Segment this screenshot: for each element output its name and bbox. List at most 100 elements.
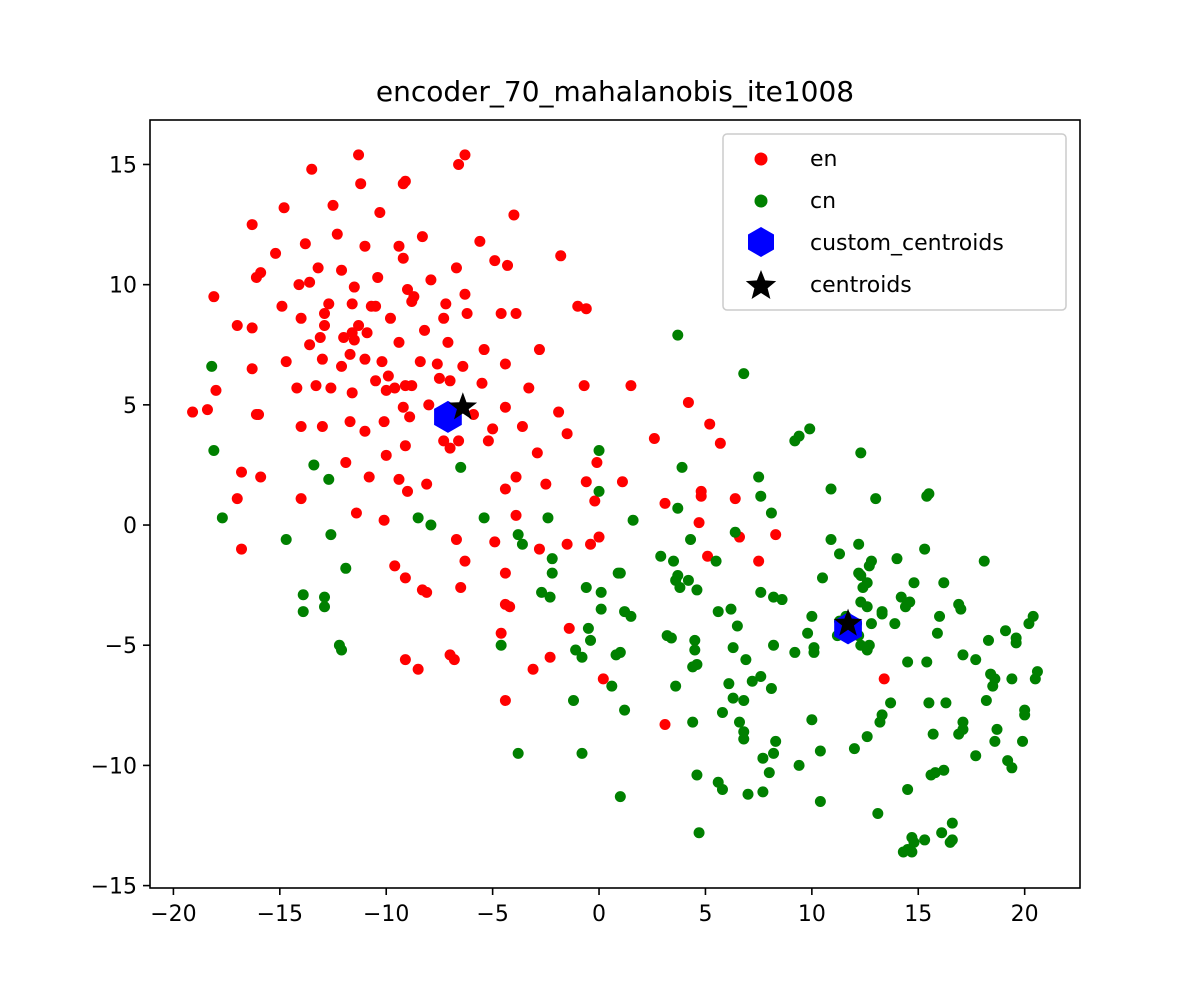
- point-cn: [516, 538, 528, 550]
- point-cn: [582, 622, 594, 634]
- point-cn: [691, 769, 703, 781]
- point-cn: [816, 572, 828, 584]
- point-en: [457, 360, 469, 372]
- point-en: [878, 673, 890, 685]
- point-en: [482, 435, 494, 447]
- point-en: [572, 300, 584, 312]
- point-cn: [970, 750, 982, 762]
- point-centroids: [448, 392, 478, 420]
- point-en: [370, 300, 382, 312]
- point-en: [450, 262, 462, 274]
- point-cn: [814, 745, 826, 757]
- point-en: [499, 695, 511, 707]
- point-cn: [855, 447, 867, 459]
- point-cn: [208, 445, 220, 457]
- point-cn: [340, 562, 352, 574]
- point-en: [453, 435, 465, 447]
- point-cn: [889, 618, 901, 630]
- point-en: [440, 298, 452, 310]
- point-en: [336, 360, 348, 372]
- point-en: [295, 420, 307, 432]
- point-cn: [682, 574, 694, 586]
- point-en: [231, 493, 243, 505]
- point-en: [461, 308, 473, 320]
- point-cn: [576, 651, 588, 663]
- point-en: [553, 406, 565, 418]
- point-en: [346, 387, 358, 399]
- point-en: [327, 199, 339, 211]
- point-cn: [685, 533, 697, 545]
- point-en: [208, 291, 220, 303]
- point-en: [231, 320, 243, 332]
- point-en: [585, 538, 597, 550]
- point-en: [421, 478, 433, 490]
- point-cn: [925, 769, 937, 781]
- point-en: [580, 303, 592, 315]
- point-cn: [770, 735, 782, 747]
- point-en: [499, 598, 511, 610]
- point-cn: [1006, 762, 1018, 774]
- point-en: [516, 420, 528, 432]
- point-cn: [906, 832, 918, 844]
- point-cn: [425, 519, 437, 531]
- point-cn: [655, 550, 667, 562]
- point-en: [319, 320, 331, 332]
- point-cn: [757, 752, 769, 764]
- point-cn: [716, 707, 728, 719]
- point-en: [695, 490, 707, 502]
- point-cn: [872, 807, 884, 819]
- point-en: [478, 344, 490, 356]
- point-cn: [512, 529, 524, 541]
- plot-frame: [149, 119, 1081, 889]
- point-cn: [895, 591, 907, 603]
- point-en: [355, 178, 367, 190]
- point-en: [293, 279, 305, 291]
- point-en: [459, 555, 471, 567]
- point-en: [323, 298, 335, 310]
- point-cn: [978, 555, 990, 567]
- point-en: [625, 380, 637, 392]
- point-cn: [1017, 735, 1029, 747]
- x-tick-label: −10: [363, 902, 409, 927]
- point-en: [448, 654, 460, 666]
- point-cn: [495, 639, 507, 651]
- point-cn: [763, 767, 775, 779]
- point-en: [344, 348, 356, 360]
- point-cn: [665, 632, 677, 644]
- point-en: [295, 312, 307, 324]
- point-cn: [733, 716, 745, 728]
- point-cn: [542, 512, 554, 524]
- legend-box: [722, 133, 1067, 311]
- point-en: [278, 202, 290, 214]
- point-en: [423, 399, 435, 411]
- point-en: [682, 396, 694, 408]
- point-en: [412, 663, 424, 675]
- point-en: [693, 517, 705, 529]
- y-tick-label: −15: [91, 875, 137, 900]
- point-cn: [919, 834, 931, 846]
- y-tick-label: 5: [123, 394, 137, 419]
- point-cn: [478, 512, 490, 524]
- point-cn: [855, 639, 867, 651]
- y-tick-label: 10: [109, 274, 137, 299]
- point-cn: [746, 675, 758, 687]
- point-en: [389, 560, 401, 572]
- point-en: [380, 384, 392, 396]
- legend-marker-centroids: [745, 270, 777, 299]
- point-cn: [865, 618, 877, 630]
- point-cn: [325, 529, 337, 541]
- point-cn: [729, 526, 741, 538]
- point-en: [510, 308, 522, 320]
- point-cn: [989, 735, 1001, 747]
- point-en: [210, 384, 222, 396]
- point-cn: [619, 704, 631, 716]
- point-cn: [1010, 632, 1022, 644]
- point-en: [250, 271, 262, 283]
- point-en: [187, 406, 199, 418]
- x-axis: −20 −15 −10 −5 0 5 10 15 20: [150, 888, 1039, 927]
- point-en: [246, 363, 258, 375]
- point-en: [433, 372, 445, 384]
- point-cn: [902, 783, 914, 795]
- point-cn: [853, 538, 865, 550]
- point-cn: [738, 368, 750, 380]
